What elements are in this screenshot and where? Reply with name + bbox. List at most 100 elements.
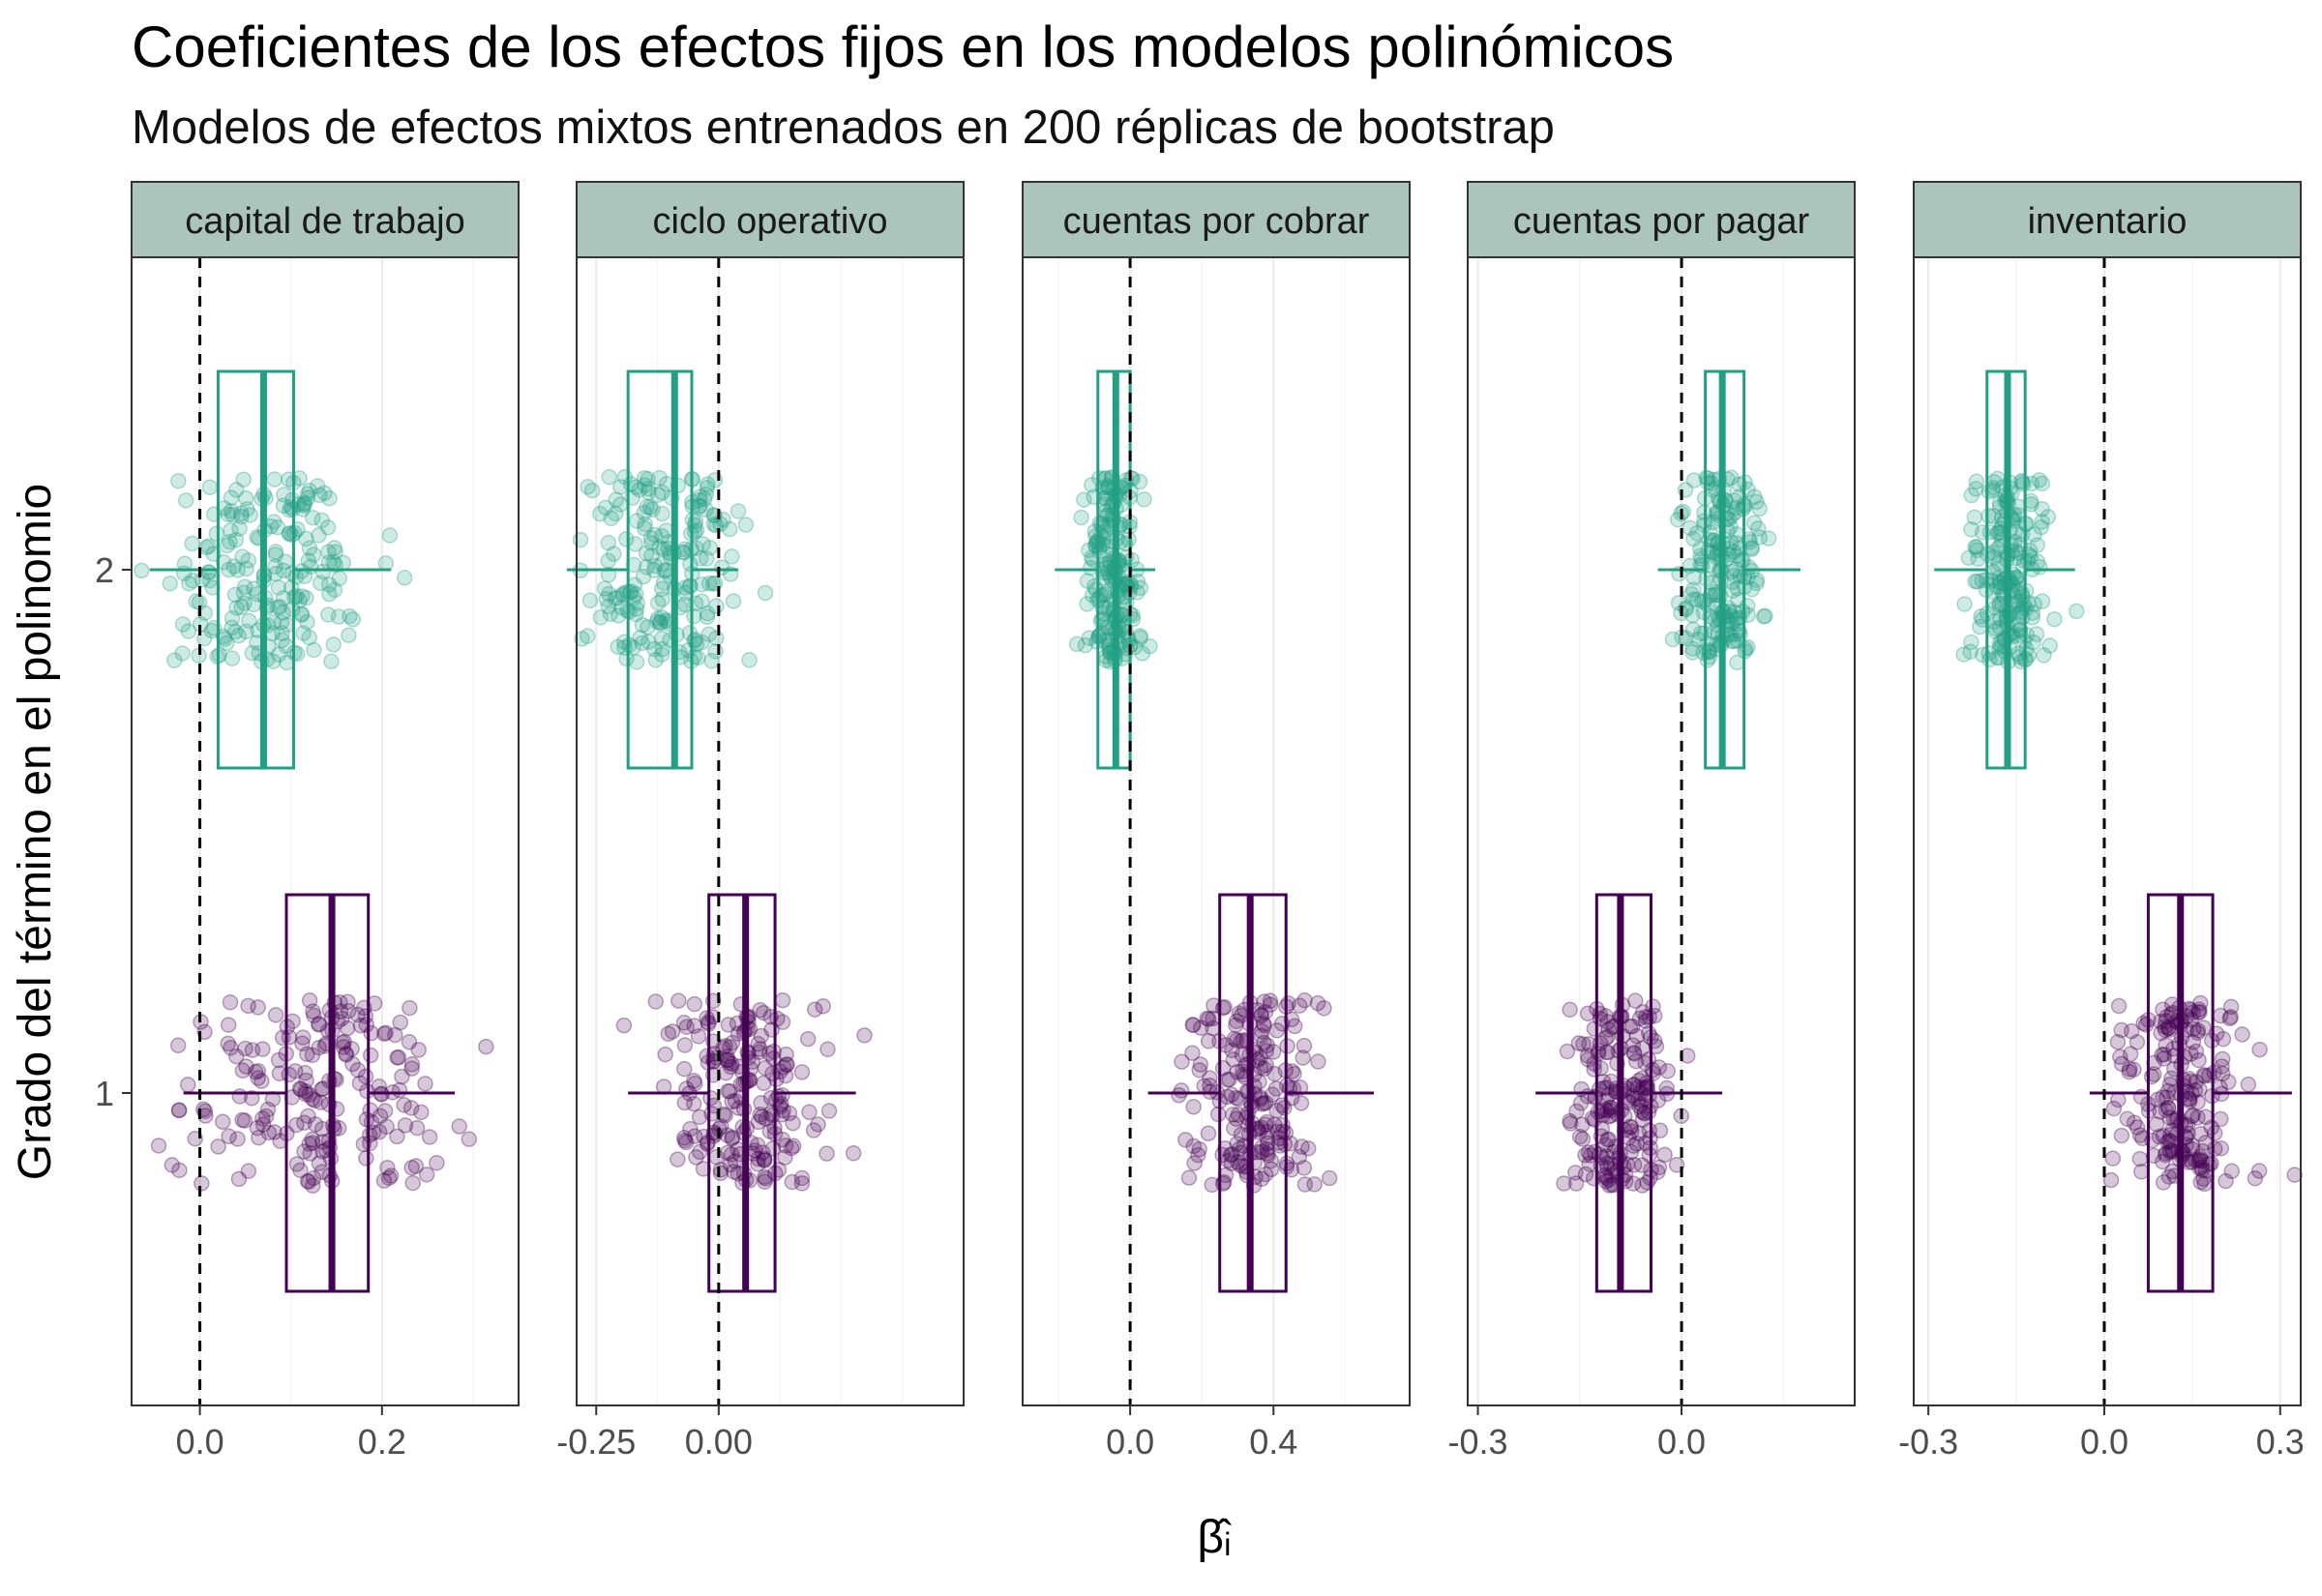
- bootstrap-point: [197, 1108, 214, 1124]
- bootstrap-point: [756, 1004, 772, 1021]
- bootstrap-point: [721, 520, 738, 538]
- bootstrap-point: [286, 1063, 304, 1079]
- bootstrap-point: [288, 1156, 306, 1172]
- bootstrap-point: [179, 1077, 196, 1093]
- y-tick-label: 2: [95, 550, 114, 590]
- bootstrap-point: [311, 527, 327, 544]
- bootstrap-point: [2215, 1030, 2232, 1048]
- bootstrap-point: [1590, 1045, 1607, 1062]
- bootstrap-point: [1295, 1049, 1312, 1066]
- bootstrap-point: [654, 484, 670, 501]
- bootstrap-point: [334, 1034, 351, 1051]
- bootstrap-point: [338, 1046, 354, 1062]
- bootstrap-point: [722, 1156, 739, 1173]
- bootstrap-point: [2109, 1034, 2127, 1050]
- bootstrap-point: [2158, 1037, 2174, 1053]
- bootstrap-point: [270, 646, 287, 663]
- bootstrap-point: [1598, 1155, 1615, 1172]
- bootstrap-point: [1231, 1005, 1248, 1021]
- bootstrap-point: [304, 1090, 321, 1108]
- bootstrap-point: [195, 1101, 212, 1118]
- bootstrap-point: [305, 1135, 321, 1151]
- bootstrap-point: [410, 1042, 427, 1058]
- bootstrap-point: [402, 999, 418, 1017]
- bootstrap-point: [1624, 1018, 1641, 1035]
- bootstrap-point: [2151, 1128, 2168, 1145]
- bootstrap-point: [2028, 626, 2045, 642]
- bootstrap-point: [653, 609, 670, 626]
- bootstrap-point: [304, 1131, 320, 1148]
- bootstrap-point: [342, 607, 358, 625]
- bootstrap-point: [1142, 637, 1158, 655]
- bootstrap-point: [1256, 993, 1272, 1010]
- bootstrap-point: [313, 512, 330, 529]
- bootstrap-point: [616, 468, 634, 486]
- bootstrap-point: [2122, 1046, 2139, 1062]
- bootstrap-point: [724, 1129, 741, 1146]
- bootstrap-point: [2191, 1151, 2208, 1167]
- bootstrap-point: [2189, 1094, 2206, 1110]
- bootstrap-point: [707, 643, 724, 660]
- bootstrap-point: [344, 1055, 361, 1073]
- bootstrap-point: [292, 1080, 310, 1098]
- bootstrap-point: [2203, 1155, 2219, 1172]
- bootstrap-point: [610, 607, 627, 624]
- bootstrap-point: [2158, 1009, 2175, 1025]
- bootstrap-points-degree-1: [1171, 991, 1338, 1194]
- bootstrap-point: [617, 531, 635, 547]
- bootstrap-point: [1633, 1103, 1651, 1120]
- bootstrap-point: [296, 1114, 313, 1131]
- bootstrap-point: [1096, 490, 1114, 507]
- facet-panel: cuentas por cobrar 0.0 0.4: [1022, 181, 1411, 1462]
- bootstrap-point: [753, 1027, 770, 1045]
- bootstrap-point: [220, 1017, 237, 1033]
- x-tick-label: 0.00: [685, 1422, 753, 1462]
- bootstrap-point: [1136, 491, 1152, 508]
- bootstrap-point: [227, 623, 244, 640]
- bootstrap-point: [274, 632, 290, 649]
- bootstrap-point: [1283, 1090, 1300, 1107]
- bootstrap-point: [321, 576, 338, 593]
- bootstrap-point: [649, 610, 667, 627]
- bootstrap-point: [2185, 1107, 2201, 1124]
- bootstrap-point: [699, 608, 716, 626]
- bootstrap-point: [215, 553, 232, 571]
- bootstrap-point: [1726, 604, 1743, 621]
- bootstrap-point: [774, 991, 791, 1009]
- bootstrap-point: [194, 1175, 210, 1192]
- bootstrap-point: [610, 638, 626, 655]
- bootstrap-point: [276, 487, 292, 503]
- boxplot-degree-2: [149, 369, 392, 770]
- facet-strip-label: cuentas por pagar: [1513, 201, 1810, 242]
- bootstrap-point: [1968, 481, 1984, 497]
- bootstrap-point: [223, 522, 239, 539]
- bootstrap-point: [695, 536, 711, 552]
- x-tick-label: 0.4: [1249, 1422, 1297, 1462]
- bootstrap-point: [646, 640, 663, 658]
- bootstrap-point: [274, 625, 290, 641]
- bootstrap-point: [1630, 1079, 1647, 1096]
- bootstrap-point: [1963, 521, 1980, 538]
- bootstrap-point: [781, 1105, 798, 1122]
- bootstrap-point: [320, 606, 337, 623]
- bootstrap-point: [2184, 1138, 2201, 1154]
- bootstrap-point: [1094, 569, 1112, 586]
- bootstrap-point: [1599, 1160, 1616, 1176]
- bootstrap-point: [690, 1028, 707, 1045]
- bootstrap-point: [297, 1085, 314, 1103]
- bootstrap-point: [358, 1017, 374, 1033]
- bootstrap-point: [765, 1050, 782, 1067]
- bootstrap-point: [2155, 1153, 2171, 1170]
- bootstrap-point: [1081, 542, 1097, 559]
- bootstrap-point: [1599, 1132, 1616, 1148]
- bootstrap-point: [1989, 649, 2006, 666]
- bootstrap-point: [2206, 1125, 2223, 1141]
- bootstrap-point: [629, 595, 646, 611]
- bootstrap-point: [1637, 1054, 1653, 1072]
- bootstrap-point: [700, 575, 718, 592]
- bootstrap-point: [298, 589, 314, 606]
- bootstrap-point: [756, 1075, 772, 1092]
- bootstrap-point: [607, 505, 624, 522]
- bootstrap-point: [777, 1067, 794, 1084]
- bootstrap-point: [598, 590, 615, 607]
